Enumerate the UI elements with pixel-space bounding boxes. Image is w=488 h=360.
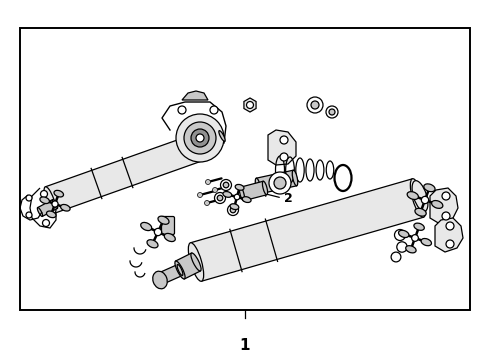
Ellipse shape <box>44 187 56 213</box>
Ellipse shape <box>229 204 238 210</box>
Circle shape <box>191 129 208 147</box>
Ellipse shape <box>37 208 42 216</box>
Ellipse shape <box>141 222 151 231</box>
Circle shape <box>26 195 32 201</box>
Circle shape <box>390 252 400 262</box>
Circle shape <box>445 240 453 248</box>
Circle shape <box>325 106 337 118</box>
Text: 2: 2 <box>283 192 292 204</box>
Circle shape <box>42 220 49 226</box>
Polygon shape <box>429 188 457 224</box>
Circle shape <box>204 201 209 206</box>
Circle shape <box>223 182 228 188</box>
Circle shape <box>411 235 418 241</box>
Circle shape <box>441 192 449 200</box>
Ellipse shape <box>409 179 425 217</box>
Polygon shape <box>256 170 296 194</box>
Polygon shape <box>434 218 462 252</box>
Circle shape <box>394 230 405 240</box>
Ellipse shape <box>61 204 70 211</box>
Ellipse shape <box>190 253 201 271</box>
Ellipse shape <box>202 140 208 150</box>
FancyBboxPatch shape <box>161 216 174 234</box>
Ellipse shape <box>262 181 267 195</box>
Ellipse shape <box>411 181 427 211</box>
Circle shape <box>273 177 285 189</box>
Ellipse shape <box>188 243 203 281</box>
Ellipse shape <box>152 271 167 289</box>
Circle shape <box>328 109 334 115</box>
Ellipse shape <box>223 192 231 197</box>
Circle shape <box>227 204 238 216</box>
Circle shape <box>441 212 449 220</box>
Ellipse shape <box>40 197 49 203</box>
Ellipse shape <box>54 190 63 197</box>
Circle shape <box>214 193 225 203</box>
Polygon shape <box>175 253 200 279</box>
Ellipse shape <box>199 132 210 158</box>
Circle shape <box>268 172 290 194</box>
Polygon shape <box>267 130 295 165</box>
Ellipse shape <box>235 184 244 190</box>
Circle shape <box>178 106 185 114</box>
Circle shape <box>209 106 218 114</box>
Ellipse shape <box>423 184 434 192</box>
Ellipse shape <box>242 197 250 202</box>
Ellipse shape <box>413 223 424 230</box>
Polygon shape <box>202 131 224 150</box>
Ellipse shape <box>177 265 183 275</box>
Ellipse shape <box>219 131 224 141</box>
Circle shape <box>220 180 231 190</box>
Circle shape <box>217 195 223 201</box>
Polygon shape <box>240 181 266 201</box>
Ellipse shape <box>147 240 158 248</box>
Circle shape <box>196 134 203 142</box>
Circle shape <box>280 136 287 144</box>
Circle shape <box>246 102 253 108</box>
Circle shape <box>230 207 235 213</box>
Circle shape <box>154 228 162 236</box>
Ellipse shape <box>159 273 164 284</box>
Ellipse shape <box>414 208 426 216</box>
Polygon shape <box>45 132 209 213</box>
Ellipse shape <box>46 211 56 218</box>
Ellipse shape <box>255 178 260 194</box>
Circle shape <box>183 122 216 154</box>
Circle shape <box>445 222 453 230</box>
Circle shape <box>212 188 217 193</box>
Polygon shape <box>38 199 57 216</box>
Circle shape <box>26 212 32 218</box>
Ellipse shape <box>405 246 415 253</box>
Polygon shape <box>190 179 423 281</box>
Circle shape <box>234 194 239 200</box>
Text: 1: 1 <box>239 338 250 352</box>
Circle shape <box>421 196 428 204</box>
Ellipse shape <box>175 261 185 279</box>
Polygon shape <box>182 91 207 100</box>
Circle shape <box>280 153 287 161</box>
Circle shape <box>205 180 210 185</box>
Circle shape <box>396 242 407 252</box>
Circle shape <box>52 201 58 207</box>
Circle shape <box>176 114 224 162</box>
Circle shape <box>306 97 323 113</box>
Circle shape <box>41 190 47 198</box>
Ellipse shape <box>398 230 408 238</box>
Bar <box>20 28 469 310</box>
Ellipse shape <box>52 199 58 208</box>
Ellipse shape <box>158 216 169 224</box>
Ellipse shape <box>420 238 430 246</box>
Ellipse shape <box>164 233 175 242</box>
Polygon shape <box>159 265 182 283</box>
Circle shape <box>310 101 318 109</box>
Ellipse shape <box>239 187 244 201</box>
Ellipse shape <box>292 170 297 186</box>
Ellipse shape <box>431 201 442 208</box>
Circle shape <box>197 193 202 198</box>
Polygon shape <box>244 98 256 112</box>
Ellipse shape <box>407 192 418 199</box>
